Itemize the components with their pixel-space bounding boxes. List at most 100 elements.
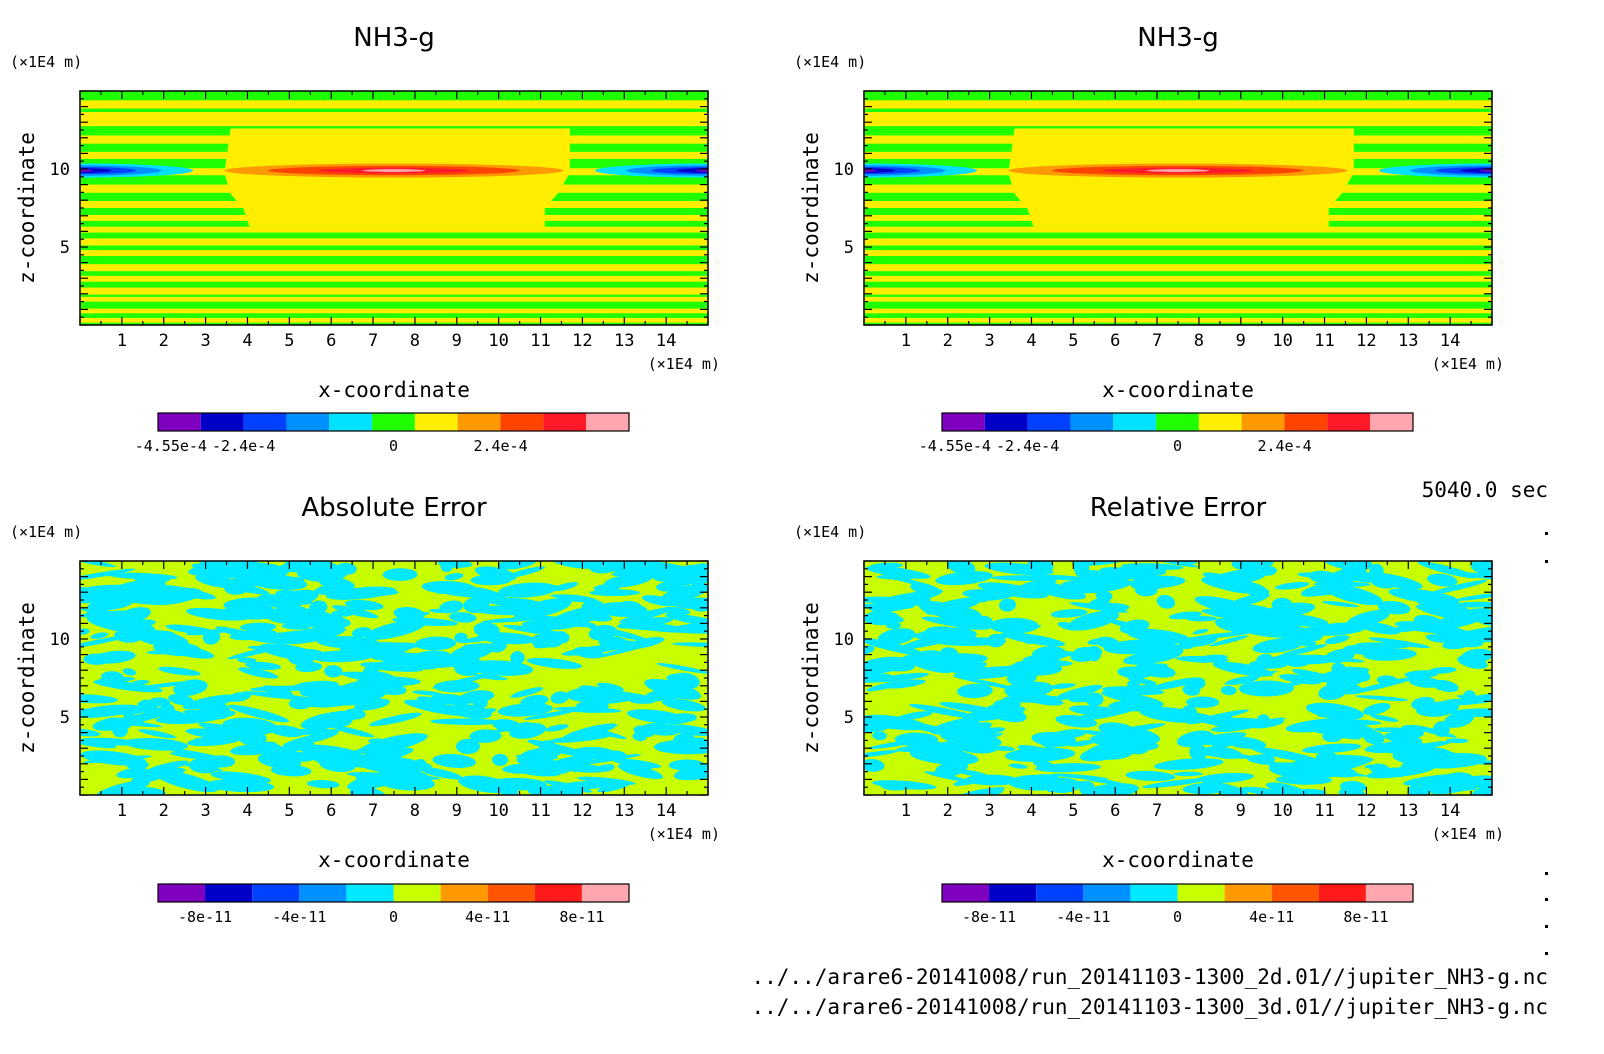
x-tick-label: 9 <box>452 331 462 351</box>
contour-blob <box>283 731 339 747</box>
contour-blob <box>288 650 315 666</box>
colorbar-swatch <box>942 413 985 431</box>
contour-blob <box>1073 561 1090 576</box>
contour-blob <box>1031 732 1077 747</box>
contour-blob <box>1421 595 1436 600</box>
contour-anomaly <box>1479 169 1492 172</box>
contour-blob <box>249 685 314 692</box>
x-tick-label: 3 <box>200 331 210 351</box>
contour-blob <box>1370 714 1399 722</box>
x-tick-label: 14 <box>1440 331 1460 351</box>
colorbar-frame <box>941 883 1414 903</box>
colorbar-swatch <box>1156 413 1199 431</box>
x-tick-label: 8 <box>1194 331 1204 351</box>
x-axis-label: x-coordinate <box>1102 848 1254 872</box>
contour-blob <box>1260 678 1314 693</box>
contour-blob <box>1169 611 1202 620</box>
colorbar-label: 0 <box>389 437 398 455</box>
colorbar-swatch <box>205 884 253 902</box>
contour-blob <box>360 662 424 672</box>
contour-blob <box>331 609 354 617</box>
colorbar-swatch <box>1070 413 1114 431</box>
contour-region <box>1008 128 1354 227</box>
y-tick-label: 5 <box>60 238 70 258</box>
contour-blob <box>978 582 1048 599</box>
contour-blob <box>354 680 377 693</box>
contour-blob <box>1156 594 1175 609</box>
contour-blob <box>1223 736 1267 750</box>
x-unit-label: (×1E4 m) <box>648 825 720 843</box>
contour-blob <box>1004 684 1029 698</box>
contour-blob <box>343 708 366 720</box>
contour-blob <box>1340 780 1367 793</box>
contour-blob <box>414 636 457 651</box>
colorbar-label: -8e-11 <box>962 908 1016 926</box>
contour-blob <box>896 711 933 721</box>
contour-blob <box>552 582 578 592</box>
x-tick-label: 7 <box>368 801 378 821</box>
colorbar-swatch <box>1027 413 1071 431</box>
contour-blob <box>593 583 621 593</box>
contour-blob <box>502 763 547 774</box>
contour-blob <box>1476 780 1492 793</box>
contour-blob <box>1445 738 1469 744</box>
contour-blob <box>188 561 247 576</box>
contour-blob <box>1292 668 1343 685</box>
contour-blob <box>129 577 171 586</box>
contour-blob <box>257 594 282 602</box>
contour-blob <box>1125 770 1176 782</box>
contour-blob <box>573 646 604 659</box>
contour-blob <box>1220 685 1237 696</box>
contour-blob <box>545 724 569 732</box>
x-tick-label: 5 <box>284 801 294 821</box>
contour-blob <box>185 728 246 740</box>
contour-blob <box>989 617 1039 634</box>
contour-blob <box>368 738 386 744</box>
contour-blob <box>444 573 464 581</box>
x-tick-label: 12 <box>1356 801 1376 821</box>
contour-blob <box>83 739 114 746</box>
contour-blob <box>80 634 132 649</box>
contour-blob <box>984 562 1054 576</box>
contour-blob <box>317 636 380 649</box>
x-tick-label: 6 <box>326 331 336 351</box>
contour-blob <box>918 601 963 618</box>
contour-blob <box>954 769 990 778</box>
contour-band <box>864 100 1492 109</box>
colorbar-swatch <box>1083 884 1131 902</box>
contour-blob <box>1049 683 1076 689</box>
contour-anomaly <box>1146 169 1210 172</box>
contour-blob <box>237 657 257 663</box>
contour-blob <box>347 772 401 779</box>
colorbar-swatch <box>1113 413 1157 431</box>
contour-blob <box>1204 746 1243 759</box>
contour-blob <box>626 764 655 774</box>
contour-blob <box>1324 584 1383 606</box>
contour-blob <box>1326 674 1366 689</box>
contour-band <box>80 308 708 314</box>
colorbar-label: -2.4e-4 <box>212 437 275 455</box>
x-tick-label: 13 <box>1398 801 1418 821</box>
contour-band <box>864 296 1492 302</box>
contour-blob <box>1079 730 1121 738</box>
contour-blob <box>1343 644 1396 656</box>
contour-blob <box>864 610 900 626</box>
colorbar-swatch <box>984 413 1028 431</box>
contour-blob <box>864 714 927 731</box>
contour-blob <box>641 595 678 607</box>
x-tick-label: 10 <box>1272 801 1292 821</box>
contour-blob <box>510 651 525 665</box>
x-tick-label: 9 <box>452 801 462 821</box>
contour-blob <box>1447 692 1492 706</box>
contour-blob <box>864 637 925 656</box>
contour-blob <box>1123 649 1183 665</box>
marker-dot <box>1545 952 1548 955</box>
x-tick-label: 13 <box>1398 331 1418 351</box>
x-tick-label: 10 <box>488 801 508 821</box>
contour-blob <box>1279 674 1322 685</box>
contour-blob <box>1415 778 1459 791</box>
contour-blob <box>1055 684 1103 700</box>
contour-blob <box>351 627 372 638</box>
contour-band <box>80 275 708 282</box>
